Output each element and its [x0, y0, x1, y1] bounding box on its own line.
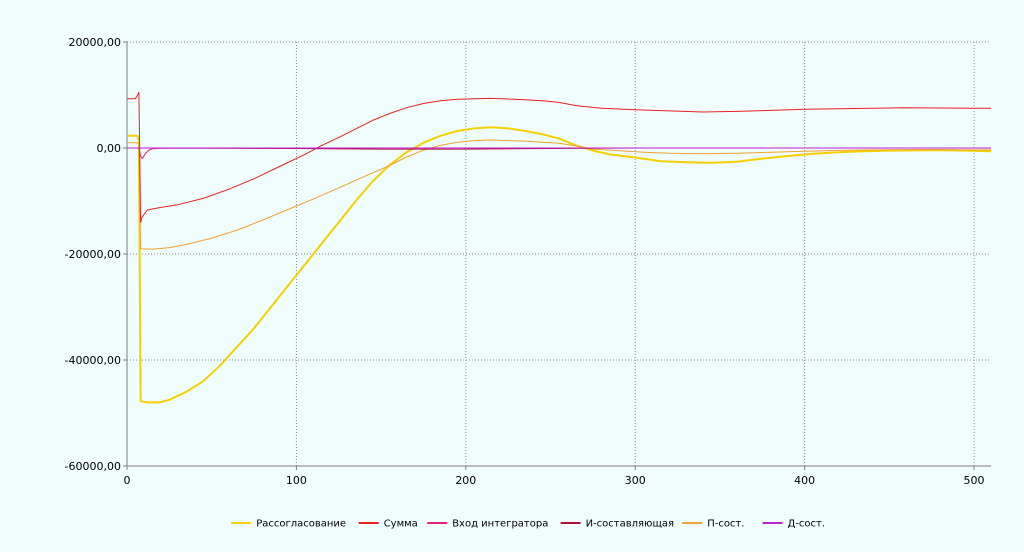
y-tick-label: -40000,00 — [65, 354, 121, 367]
legend-label: Сумма — [384, 519, 418, 530]
legend-label: П-сост. — [707, 519, 744, 530]
series-line-2 — [127, 91, 991, 223]
x-tick-label: 500 — [964, 474, 985, 487]
legend-label: Д-сост. — [788, 519, 826, 530]
x-tick-label: 400 — [794, 474, 815, 487]
x-tick-label: 0 — [124, 474, 131, 487]
legend-item-1[interactable]: Рассогласование — [231, 519, 346, 530]
series-line-5 — [127, 139, 991, 250]
legend-label: Вход интегратора — [452, 519, 548, 530]
series-line-1 — [127, 126, 992, 404]
axes — [123, 41, 991, 470]
series-lines — [126, 91, 992, 404]
legend[interactable]: Рассогласование Сумма Вход интегратора И-со… — [231, 519, 825, 530]
legend-item-3[interactable]: Вход интегратора — [427, 519, 548, 530]
legend-item-6[interactable]: Д-сост. — [762, 519, 826, 530]
y-tick-label: 0,00 — [97, 142, 122, 155]
legend-item-2[interactable]: Сумма — [358, 519, 418, 530]
legend-label: И-составляющая — [586, 519, 674, 530]
x-tick-label: 300 — [625, 474, 646, 487]
grid-lines — [127, 41, 991, 466]
y-tick-label: -60000,00 — [65, 460, 121, 473]
x-tick-label: 100 — [286, 474, 307, 487]
x-tick-label: 200 — [455, 474, 476, 487]
legend-label: Рассогласование — [256, 519, 346, 530]
legend-item-4[interactable]: И-составляющая — [560, 519, 674, 530]
y-tick-label: -20000,00 — [65, 248, 121, 261]
tick-labels: -60000,00 -40000,00 -20000,00 0,00 20000,00 0… — [65, 36, 985, 487]
y-tick-label: 20000,00 — [69, 36, 122, 49]
legend-item-5[interactable]: П-сост. — [682, 519, 744, 530]
